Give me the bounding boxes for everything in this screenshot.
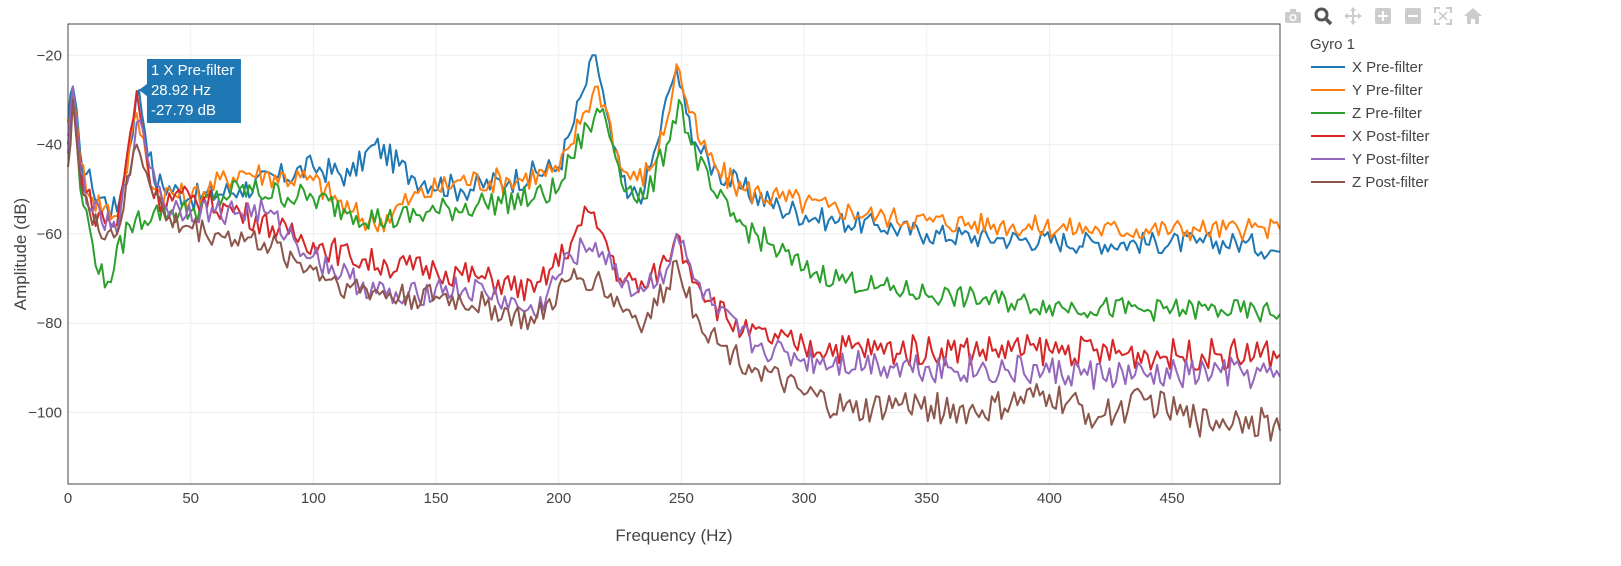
- hover-frequency-label: 28.92 Hz: [151, 82, 211, 99]
- legend: Gyro 1 X Pre-filter Y Pre-filter Z Pre-fil…: [1310, 36, 1430, 191]
- series-line-z-pre-filter[interactable]: [67, 98, 1281, 323]
- x-tick-label: 200: [546, 490, 571, 507]
- legend-item-label[interactable]: Z Post-filter: [1352, 174, 1429, 191]
- axes: 0 50 100 150 200 250 300 350 400 450 −20 −40 −60 −80 −…: [28, 23, 1281, 507]
- zoom-out-icon[interactable]: [1402, 5, 1424, 27]
- x-tick-label: 150: [424, 490, 449, 507]
- legend-item-label[interactable]: Y Pre-filter: [1352, 82, 1423, 99]
- modebar: [1282, 4, 1484, 28]
- y-tick-label: −80: [37, 315, 62, 332]
- x-tick-label: 50: [182, 490, 199, 507]
- hover-series-label: 1 X Pre-filter: [151, 62, 234, 79]
- x-axis-title: Frequency (Hz): [615, 526, 732, 545]
- y-tick-label: −40: [37, 137, 62, 154]
- legend-item-label[interactable]: Y Post-filter: [1352, 151, 1429, 168]
- zoom-in-icon[interactable]: [1372, 5, 1394, 27]
- hover-amplitude-label: -27.79 dB: [151, 102, 216, 119]
- hover-box: [138, 59, 241, 123]
- hover-tooltip: 1 X Pre-filter 28.92 Hz -27.79 dB: [138, 59, 241, 123]
- legend-item-label[interactable]: Z Pre-filter: [1352, 105, 1422, 122]
- series-line-y-post-filter[interactable]: [67, 85, 1281, 390]
- plot-frame: [67, 23, 1281, 485]
- reset-axes-icon[interactable]: [1462, 5, 1484, 27]
- series-line-z-post-filter[interactable]: [67, 98, 1281, 442]
- zoom-icon[interactable]: [1312, 5, 1334, 27]
- series-line-y-pre-filter[interactable]: [67, 63, 1281, 242]
- camera-icon[interactable]: [1282, 5, 1304, 27]
- x-tick-label: 400: [1037, 490, 1062, 507]
- y-tick-label: −20: [37, 47, 62, 64]
- legend-item-label[interactable]: X Pre-filter: [1352, 59, 1423, 76]
- x-tick-label: 250: [669, 490, 694, 507]
- legend-title: Gyro 1: [1310, 36, 1355, 53]
- y-axis-title: Amplitude (dB): [11, 198, 30, 310]
- pan-icon[interactable]: [1342, 5, 1364, 27]
- autoscale-icon[interactable]: [1432, 5, 1454, 27]
- x-tick-label: 450: [1160, 490, 1185, 507]
- series-lines[interactable]: [67, 54, 1281, 442]
- y-tick-label: −60: [37, 226, 62, 243]
- grid: [67, 24, 1280, 484]
- x-tick-label: 350: [914, 490, 939, 507]
- legend-item-label[interactable]: X Post-filter: [1352, 128, 1430, 145]
- y-tick-label: −100: [28, 405, 62, 422]
- x-tick-label: 300: [792, 490, 817, 507]
- x-tick-label: 0: [64, 490, 72, 507]
- x-tick-label: 100: [301, 490, 326, 507]
